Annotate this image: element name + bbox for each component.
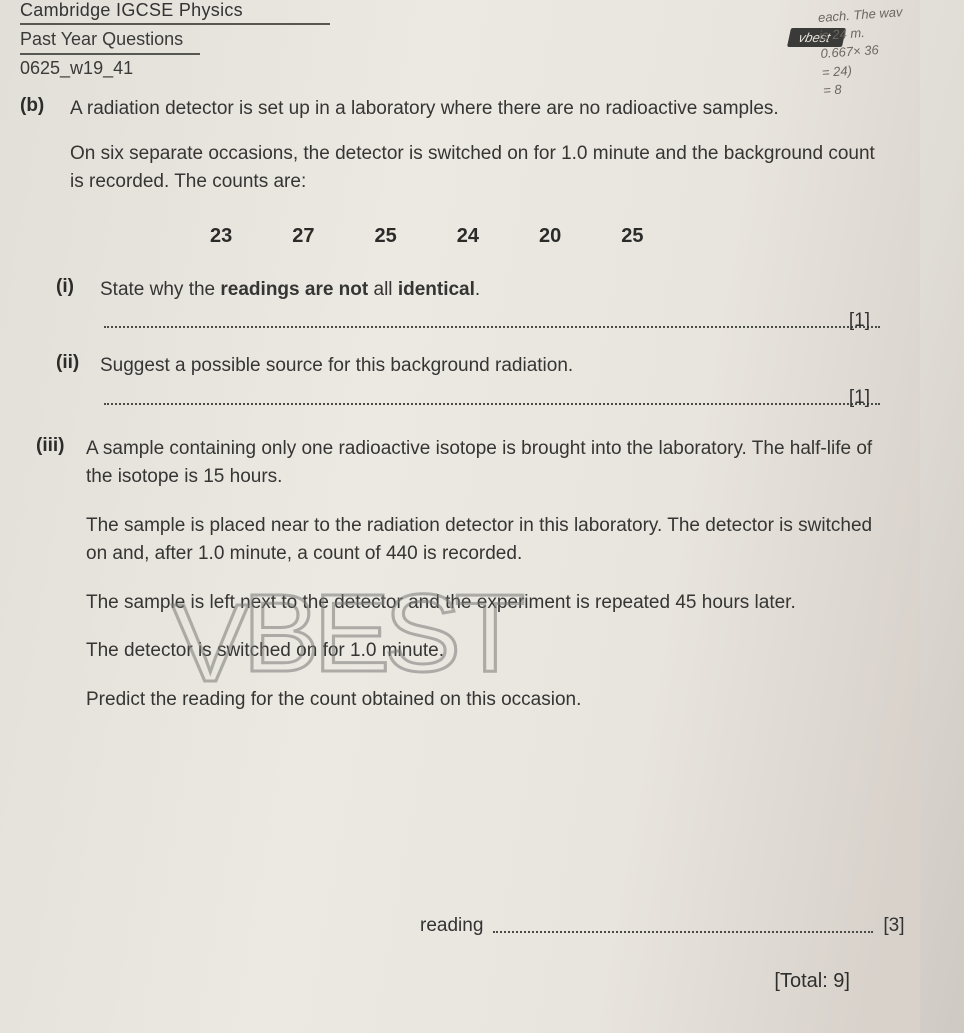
header-subtitle: Past Year Questions <box>20 25 200 55</box>
mark-ii: [1] <box>20 387 880 409</box>
mark-iii: [3] <box>883 915 904 937</box>
sub-i-text: State why the readings are not all ident… <box>100 279 480 300</box>
subquestion-iii: (iii) A sample containing only one radio… <box>30 435 880 735</box>
mark-i: [1] <box>20 310 880 332</box>
iii-p4: The detector is switched on for 1.0 minu… <box>86 637 880 666</box>
sub-label-i: (i) <box>50 276 100 298</box>
iii-p2: The sample is placed near to the radiati… <box>86 512 880 569</box>
iii-p5: Predict the reading for the count obtain… <box>86 686 880 715</box>
iii-p3: The sample is left next to the detector … <box>86 589 880 618</box>
header-title: Cambridge IGCSE Physics <box>20 0 330 25</box>
counts-data: 23 27 25 24 20 25 <box>20 213 880 266</box>
count-value: 27 <box>292 225 314 248</box>
reading-label: reading <box>420 915 483 937</box>
reading-answer-row: reading [3] <box>420 915 905 937</box>
count-value: 23 <box>210 225 232 248</box>
count-value: 20 <box>539 225 561 248</box>
reading-answer-line[interactable] <box>493 931 873 933</box>
vbest-tab: vbest <box>787 28 846 47</box>
sub-ii-text: Suggest a possible source for this backg… <box>100 352 880 381</box>
paper-code: 0625_w19_41 <box>20 55 880 79</box>
question-label: (b) <box>20 95 70 117</box>
question-b: (b) A radiation detector is set up in a … <box>20 85 880 734</box>
worksheet-paper: Cambridge IGCSE Physics Past Year Questi… <box>0 0 920 1033</box>
subquestion-ii: (ii) Suggest a possible source for this … <box>50 352 880 381</box>
sub-label-iii: (iii) <box>30 435 86 457</box>
sub-label-ii: (ii) <box>50 352 100 374</box>
total-marks: [Total: 9] <box>774 970 850 993</box>
document-header: Cambridge IGCSE Physics Past Year Questi… <box>20 0 880 85</box>
subquestion-i: (i) State why the readings are not all i… <box>50 276 880 305</box>
count-value: 25 <box>621 225 643 248</box>
count-value: 24 <box>457 225 479 248</box>
question-intro2: On six separate occasions, the detector … <box>70 140 880 197</box>
count-value: 25 <box>375 225 397 248</box>
iii-p1: A sample containing only one radioactive… <box>86 435 880 492</box>
question-intro: A radiation detector is set up in a labo… <box>70 95 880 124</box>
